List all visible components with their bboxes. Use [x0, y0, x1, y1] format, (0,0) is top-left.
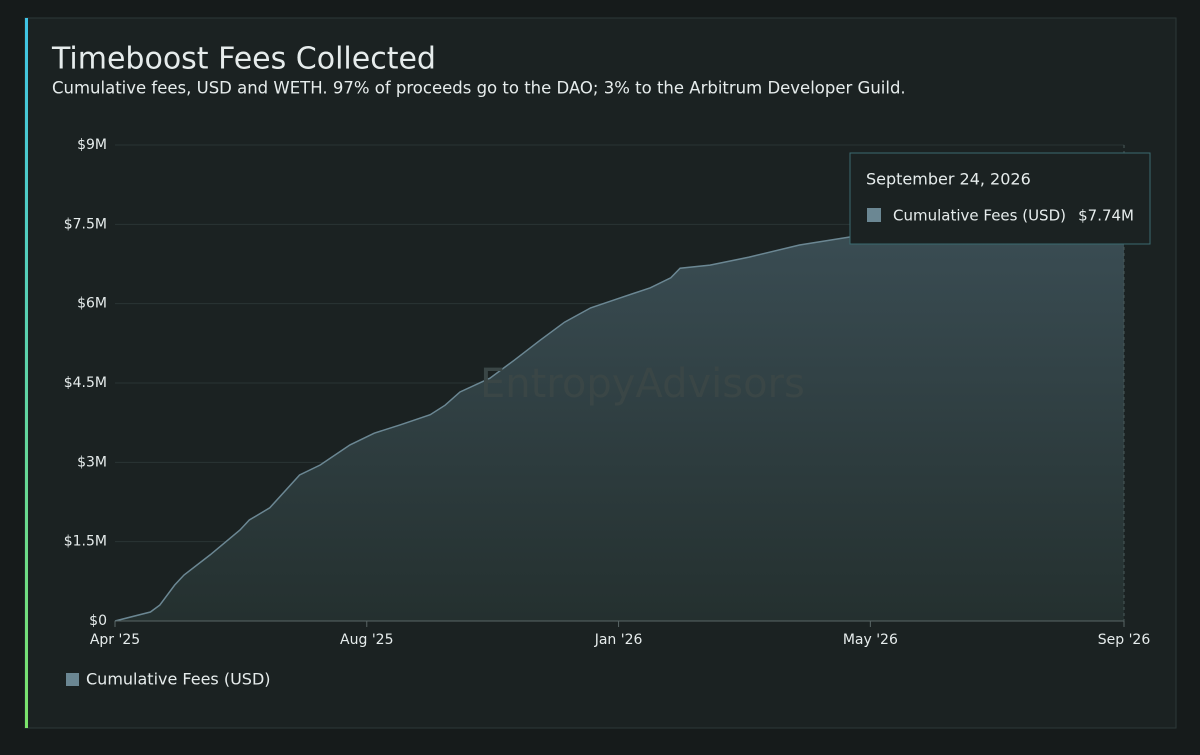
- tooltip: September 24, 2026 Cumulative Fees (USD)…: [849, 152, 1151, 245]
- y-tick-label: $4.5M: [64, 375, 107, 391]
- y-tick-label: $0: [89, 613, 107, 629]
- watermark: EntropyAdvisors: [480, 361, 805, 407]
- tooltip-series: Cumulative Fees (USD): [893, 207, 1066, 225]
- y-tick-label: $7.5M: [64, 216, 107, 232]
- y-tick-label: $1.5M: [64, 534, 107, 550]
- tooltip-date: September 24, 2026: [866, 170, 1031, 189]
- y-tick-label: $6M: [77, 296, 107, 312]
- y-tick-label: $9M: [77, 137, 107, 153]
- accent-bar: [25, 18, 28, 728]
- area: [115, 211, 1124, 621]
- tooltip-swatch: [867, 208, 881, 222]
- x-tick-label: May '26: [843, 632, 898, 648]
- x-tick-label: Jan '26: [594, 632, 643, 648]
- x-tick-label: Apr '25: [90, 632, 140, 648]
- tooltip-value: $7.74M: [1078, 207, 1134, 225]
- legend-label: Cumulative Fees (USD): [86, 670, 271, 689]
- line: [114, 210, 1125, 622]
- x-tick-label: Sep '26: [1098, 632, 1151, 648]
- x-tick-label: Aug '25: [340, 632, 393, 648]
- chart-subtitle: Cumulative fees, USD and WETH. 97% of pr…: [52, 79, 906, 98]
- tooltip-box: [849, 152, 1151, 245]
- chart-title: Timeboost Fees Collected: [51, 42, 436, 77]
- plot: $0 $1.5M $3M $4.5M $6M $7.5M $9M Apr '25 Aug '25…: [64, 137, 1151, 648]
- legend-swatch: [66, 673, 79, 686]
- y-tick-label: $3M: [77, 454, 107, 470]
